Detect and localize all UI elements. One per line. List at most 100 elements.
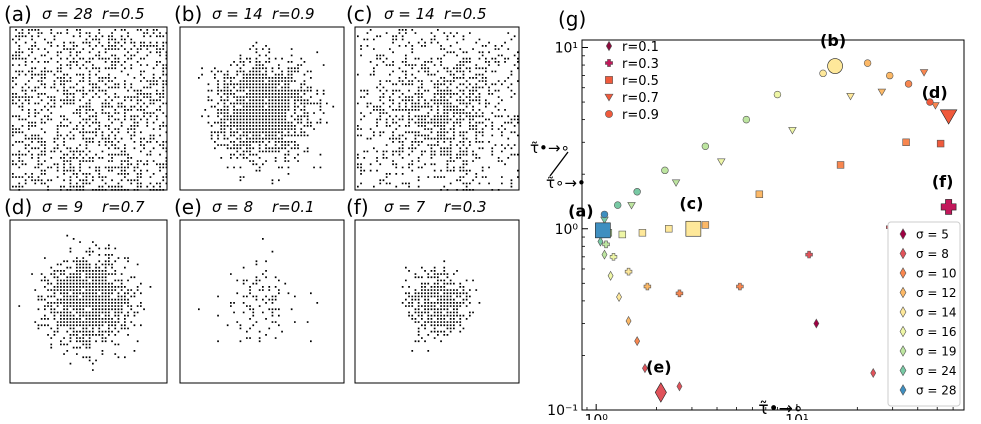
data-point xyxy=(819,69,827,78)
legend-label: σ = 28 xyxy=(916,384,957,398)
legend-marker xyxy=(899,345,907,357)
data-point xyxy=(597,236,604,247)
y-axis-label-numerator: τ̃•→∘ xyxy=(530,139,570,157)
data-point xyxy=(633,188,641,196)
legend-label: σ = 14 xyxy=(916,306,957,320)
lattice-dots xyxy=(401,260,481,352)
legend-marker xyxy=(899,286,907,299)
panel-r: r=0.7 xyxy=(102,198,145,216)
data-point xyxy=(931,102,940,110)
data-point xyxy=(836,161,845,169)
legend-label: σ = 16 xyxy=(916,325,957,339)
data-point xyxy=(701,142,710,151)
legend-label: σ = 24 xyxy=(916,364,957,378)
data-point xyxy=(602,240,610,249)
legend-label: r=0.1 xyxy=(622,40,659,55)
callout-marker xyxy=(940,199,957,215)
callout: (e) xyxy=(646,357,672,403)
panel-sigma: σ = 14 xyxy=(212,5,263,23)
data-point xyxy=(624,267,633,276)
legend-label: r=0.5 xyxy=(622,74,659,89)
panel-label: (c) xyxy=(346,2,373,26)
panel-label: (a) xyxy=(4,2,32,26)
callout: (c) xyxy=(679,194,703,237)
callout-marker xyxy=(595,222,611,239)
data-point xyxy=(886,71,894,80)
legend-marker xyxy=(604,93,614,102)
y-axis-label-slash xyxy=(549,151,569,177)
panel-sigma: σ = 14 xyxy=(384,5,435,23)
series-r-0.1 xyxy=(597,236,877,392)
panel-label: (f) xyxy=(346,195,369,219)
lattice-panel: (a) σ = 28 r=0.5 xyxy=(4,2,168,191)
panel-r: r=0.1 xyxy=(272,198,315,216)
data-point xyxy=(616,292,622,303)
y-tick-label: 10⁻¹ xyxy=(547,403,578,419)
panel-r: r=0.9 xyxy=(272,5,315,23)
lattice-panels: (a) σ = 28 r=0.5 (b) σ = 14 r=0.9 (c) σ = 14 r=0… xyxy=(4,2,520,384)
legend-marker xyxy=(899,267,907,279)
sigma-legend: σ = 5 σ = 8 σ = 10 σ = 12 σ = 14 σ = 16 σ = 19… xyxy=(887,221,961,407)
callout-marker xyxy=(654,382,667,403)
lattice-panel: (c) σ = 14 r=0.5 xyxy=(346,2,520,191)
data-point xyxy=(627,202,636,210)
panel-sigma: σ = 9 xyxy=(42,198,83,216)
lattice-panel: (e) σ = 8 r=0.1 xyxy=(174,195,345,384)
data-point xyxy=(607,270,614,281)
panel-sigma: σ = 8 xyxy=(212,198,253,216)
data-point xyxy=(936,139,945,148)
lattice-dots xyxy=(12,29,168,191)
panel-frame xyxy=(9,219,168,384)
data-point xyxy=(904,80,913,88)
panel-sigma: σ = 7 xyxy=(384,198,426,216)
panel-frame xyxy=(9,26,168,191)
panel-label: (b) xyxy=(174,2,202,26)
data-point xyxy=(755,190,764,198)
data-point xyxy=(665,225,673,233)
data-point xyxy=(675,289,684,298)
legend-label: r=0.9 xyxy=(622,108,659,123)
legend-marker xyxy=(605,59,613,67)
legend-label: r=0.7 xyxy=(622,91,659,106)
y-tick-label: 10⁰ xyxy=(555,222,579,238)
legend-marker xyxy=(899,364,907,377)
data-point xyxy=(618,230,627,239)
panel-frame xyxy=(354,26,520,191)
data-point xyxy=(642,363,648,374)
data-point xyxy=(877,88,887,97)
legend-marker xyxy=(899,228,907,240)
callout-label: (e) xyxy=(646,357,671,376)
panel-r: r=0.5 xyxy=(102,5,145,23)
legend-label: σ = 12 xyxy=(916,286,957,300)
data-point xyxy=(717,158,726,166)
y-tick-label: 10¹ xyxy=(555,41,578,57)
shape-legend: r=0.1 r=0.3 r=0.5 r=0.7 r=0.9 xyxy=(604,40,659,123)
lattice-dots xyxy=(18,234,152,371)
data-point xyxy=(638,229,647,237)
legend-marker xyxy=(605,110,613,118)
data-point xyxy=(634,336,641,347)
callout-label: (d) xyxy=(922,83,948,102)
panel-label: (e) xyxy=(174,195,202,219)
data-point xyxy=(773,90,782,99)
panel-frame xyxy=(179,219,345,384)
data-point xyxy=(805,250,813,259)
legend-label: r=0.3 xyxy=(622,57,659,72)
legend-marker xyxy=(899,384,907,396)
data-point xyxy=(919,69,929,77)
panel-frame xyxy=(354,219,520,384)
panel-label: (d) xyxy=(4,195,32,219)
data-point xyxy=(736,282,744,291)
panel-r: r=0.5 xyxy=(444,5,487,23)
callout-label: (c) xyxy=(679,194,703,213)
data-point xyxy=(643,282,652,291)
legend-label: σ = 8 xyxy=(916,247,949,261)
callout: (f) xyxy=(932,172,957,215)
panel-sigma: σ = 28 xyxy=(42,5,93,23)
legend-label: σ = 19 xyxy=(916,345,957,359)
data-point xyxy=(701,221,710,229)
data-point xyxy=(601,249,608,260)
data-point xyxy=(926,98,934,106)
panel-r: r=0.3 xyxy=(444,198,487,216)
